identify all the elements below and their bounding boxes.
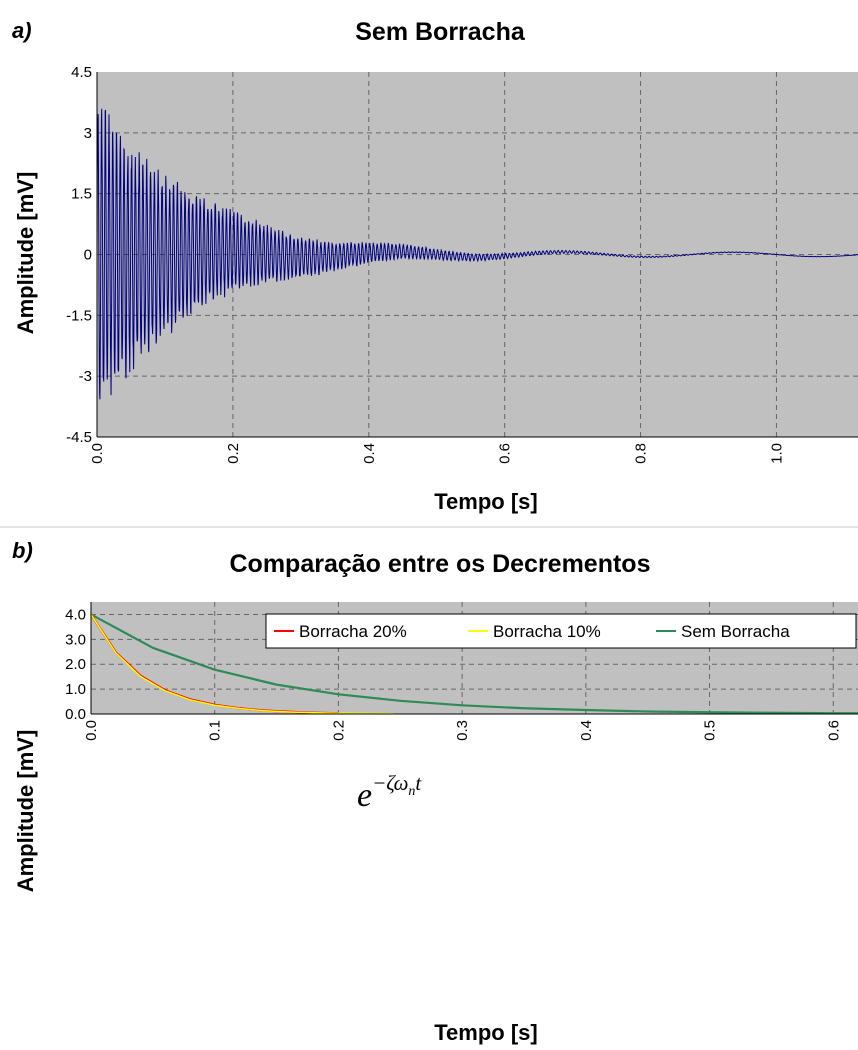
x-tick-label: 0.8 (633, 443, 650, 464)
legend-label: Borracha 20% (299, 622, 407, 641)
chart-a-title: Sem Borracha (355, 18, 526, 46)
chart-a-y-axis-title: Amplitude [mV] (13, 172, 38, 335)
chart-a-series-layer (96, 108, 858, 400)
y-tick-label: -3 (79, 368, 92, 385)
legend-label: Sem Borracha (681, 622, 790, 641)
panel-b-letter: b) (12, 538, 33, 563)
y-tick-label: 0.0 (65, 706, 86, 723)
y-tick-label: 4.0 (65, 606, 86, 623)
x-tick-label: 0.5 (702, 720, 719, 741)
y-tick-label: -4.5 (66, 429, 92, 446)
x-tick-label: 0.2 (330, 720, 347, 741)
y-tick-label: 1.0 (65, 681, 86, 698)
chart-b-title: Comparação entre os Decrementos (230, 550, 651, 578)
chart-a: a) Sem Borracha 0.0 0.2 0.4 0.6 0.8 1.0 4.5 3 1.… (12, 18, 858, 514)
y-tick-label: 0 (84, 247, 92, 264)
chart-a-x-axis-title: Tempo [s] (434, 489, 537, 514)
x-tick-label: 0.0 (83, 720, 100, 741)
y-tick-label: 2.0 (65, 656, 86, 673)
y-tick-label: -1.5 (66, 307, 92, 324)
chart-b-axes (90, 602, 858, 715)
y-tick-label: 1.5 (71, 186, 92, 203)
legend-label: Borracha 10% (493, 622, 601, 641)
chart-a-tick-labels: 0.0 0.2 0.4 0.6 0.8 1.0 4.5 3 1.5 0 -1.5 -3 -4.5 (66, 64, 785, 464)
chart-a-series-line (96, 108, 858, 400)
chart-b-tick-labels: 0.0 0.1 0.2 0.3 0.4 0.5 0.6 0.0 1.0 2.0 3.0 4.0 (65, 606, 842, 740)
panel-a-letter: a) (12, 18, 32, 43)
x-tick-label: 0.4 (578, 720, 595, 741)
y-tick-label: 3 (84, 125, 92, 142)
x-tick-label: 0.4 (361, 443, 378, 464)
chart-b-series-line-2 (90, 613, 858, 715)
x-tick-label: 0.6 (825, 720, 842, 741)
x-tick-label: 0.3 (454, 720, 471, 741)
chart-a-axes (96, 72, 858, 438)
chart-b: b) Comparação entre os Decrementos 0.0 0.… (12, 538, 858, 1045)
chart-b-x-axis-title: Tempo [s] (434, 1020, 537, 1045)
chart-b-legend: Borracha 20% Borracha 10% Sem Borracha (265, 613, 857, 649)
chart-b-annotation-formula: e−ζωnt (357, 771, 422, 814)
x-tick-label: 0.0 (89, 443, 106, 464)
chart-b-series-layer (90, 613, 858, 715)
x-tick-label: 1.0 (768, 443, 785, 464)
x-tick-label: 0.6 (497, 443, 514, 464)
y-tick-label: 4.5 (71, 64, 92, 81)
x-tick-label: 0.2 (225, 443, 242, 464)
legend-box (265, 613, 857, 649)
chart-b-y-axis-title: Amplitude [mV] (13, 730, 38, 893)
y-tick-label: 3.0 (65, 631, 86, 648)
x-tick-label: 0.1 (207, 720, 224, 741)
chart-b-series-line-1 (90, 614, 395, 715)
